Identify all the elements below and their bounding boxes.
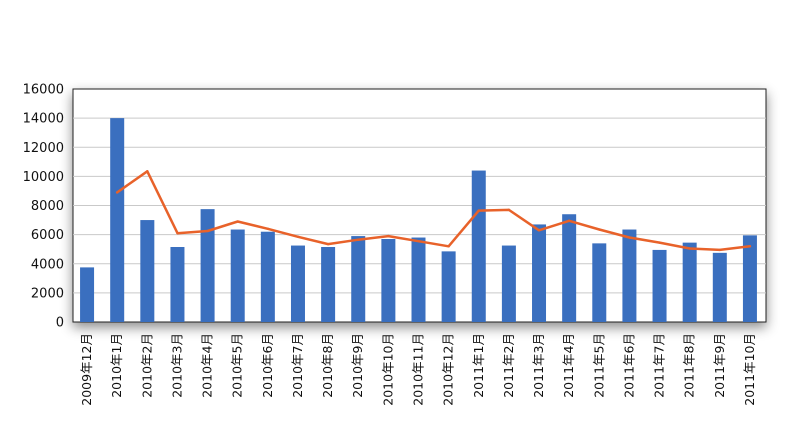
x-category-label: 2010年10月: [380, 333, 395, 406]
line-point: [387, 234, 390, 238]
y-tick-label: 12000: [23, 141, 64, 156]
line-point: [477, 209, 480, 212]
x-category-label: 2011年8月: [682, 333, 697, 398]
bar: [562, 214, 577, 322]
y-axis-ticks: 0 2000 4000 6000 8000 10000 12000 14000 16000: [23, 83, 64, 331]
bar: [200, 209, 215, 322]
bar: [532, 224, 547, 322]
x-category-label: 2010年7月: [290, 333, 305, 398]
bar: [80, 267, 95, 322]
y-tick-label: 14000: [23, 112, 64, 127]
x-category-label: 2010年12月: [441, 333, 456, 406]
bar: [501, 245, 516, 322]
line-point: [417, 239, 420, 243]
y-tick-label: 2000: [31, 286, 64, 301]
bar: [411, 237, 426, 322]
bar: [381, 238, 396, 322]
line-point: [658, 241, 661, 244]
x-category-label: 2010年2月: [139, 333, 154, 398]
line-point: [326, 242, 330, 246]
line-point: [146, 170, 149, 173]
line-path: [115, 170, 752, 252]
line-point: [115, 191, 119, 194]
x-category-label: 2011年3月: [531, 333, 546, 398]
x-category-label: 2010年9月: [350, 333, 365, 398]
x-category-label: 2011年9月: [712, 333, 727, 398]
line-point: [567, 219, 571, 222]
y-tick-label: 10000: [23, 170, 64, 185]
bar: [170, 247, 185, 322]
bar: [230, 229, 245, 322]
y-tick-label: 6000: [31, 228, 64, 243]
x-category-label: 2011年7月: [652, 333, 667, 398]
bar: [592, 243, 607, 322]
bar: [351, 236, 366, 322]
line-point: [748, 245, 752, 248]
bar: [682, 242, 697, 322]
x-category-label: 2011年10月: [742, 333, 757, 406]
x-category-label: 2010年4月: [200, 333, 215, 398]
x-category-label: 2011年6月: [621, 333, 636, 398]
bar: [290, 245, 305, 322]
line-series: [115, 170, 752, 252]
bar: [712, 252, 727, 322]
line-point: [236, 220, 239, 223]
line-point: [507, 208, 511, 212]
x-category-label: 2010年6月: [260, 333, 275, 398]
line-point: [357, 238, 360, 241]
x-category-label: 2011年5月: [591, 333, 606, 398]
bar: [321, 247, 336, 322]
line-point: [718, 248, 722, 252]
bar-series: [80, 118, 757, 322]
line-point: [688, 247, 691, 250]
line-point: [266, 227, 270, 230]
bar: [110, 118, 125, 322]
x-category-label: 2010年1月: [109, 333, 124, 398]
x-category-label: 2009年12月: [79, 333, 94, 406]
y-tick-label: 8000: [31, 199, 64, 214]
bar: [742, 235, 757, 322]
bar: [471, 170, 486, 322]
bar: [260, 231, 275, 322]
bar: [441, 251, 456, 322]
grid-lines: [73, 117, 766, 294]
y-tick-label: 4000: [31, 257, 64, 272]
line-point: [206, 229, 209, 233]
x-category-label: 2010年3月: [169, 333, 184, 398]
bar: [652, 249, 667, 322]
x-category-label: 2010年8月: [320, 333, 335, 398]
x-category-label: 2011年1月: [471, 333, 486, 398]
line-point: [447, 245, 450, 248]
line-point: [537, 229, 541, 232]
line-point: [176, 231, 179, 235]
x-category-label: 2011年2月: [501, 333, 516, 398]
line-point: [598, 228, 601, 231]
x-axis-categories: 2009年12月 2010年1月 2010年2月 2010年3月 2010年4月 2010…: [79, 333, 757, 406]
x-category-label: 2010年5月: [230, 333, 245, 398]
x-category-label: 2011年4月: [561, 333, 576, 398]
y-tick-label: 0: [56, 316, 64, 331]
bar: [622, 229, 637, 322]
x-category-label: 2010年11月: [411, 333, 426, 406]
bar: [140, 220, 155, 322]
y-tick-label: 16000: [23, 83, 64, 98]
line-point: [628, 236, 631, 239]
line-point: [296, 235, 300, 239]
